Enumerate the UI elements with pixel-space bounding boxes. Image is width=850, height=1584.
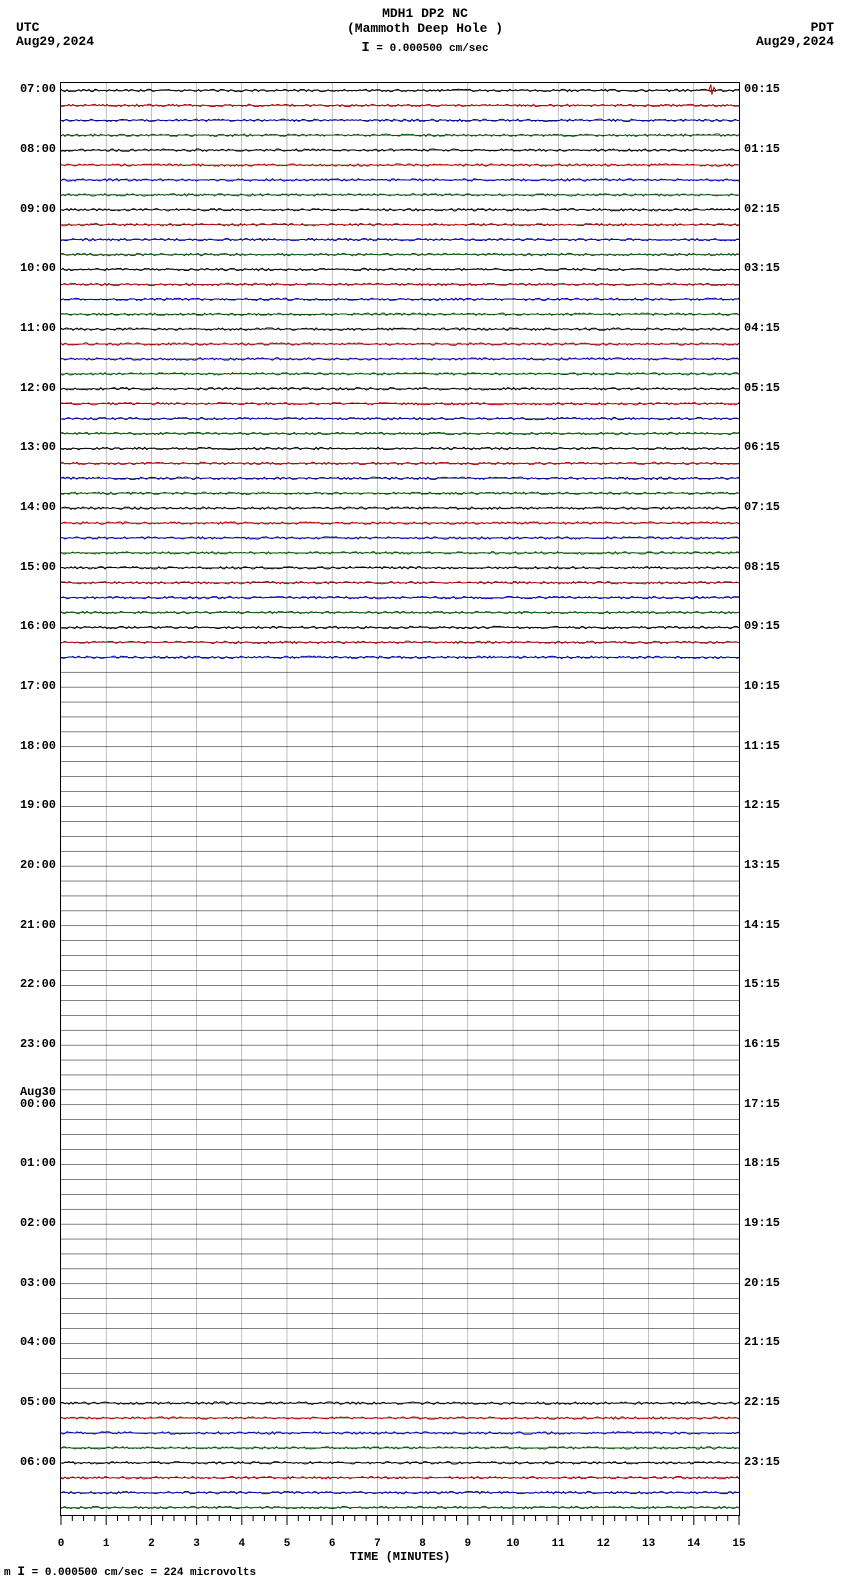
y-label-right: 10:15 xyxy=(744,679,780,693)
y-label-right: 17:15 xyxy=(744,1097,780,1111)
x-tick-label: 4 xyxy=(238,1538,245,1550)
y-label-left: 20:00 xyxy=(2,858,56,872)
x-tick-label: 14 xyxy=(687,1538,700,1550)
station-title: MDH1 DP2 NC xyxy=(0,0,850,21)
y-label-left: 09:00 xyxy=(2,202,56,216)
footer-bar-icon: I xyxy=(17,1564,25,1579)
y-label-right: 07:15 xyxy=(744,500,780,514)
x-tick-label: 10 xyxy=(506,1538,519,1550)
y-label-left: 13:00 xyxy=(2,440,56,454)
y-label-left: 00:00 xyxy=(2,1097,56,1111)
y-label-right: 08:15 xyxy=(744,560,780,574)
seismogram-container: MDH1 DP2 NC (Mammoth Deep Hole ) I = 0.0… xyxy=(0,0,850,1584)
y-label-left: 05:00 xyxy=(2,1395,56,1409)
y-label-right: 21:15 xyxy=(744,1335,780,1349)
y-label-left: 01:00 xyxy=(2,1156,56,1170)
scale-label: I = 0.000500 cm/sec xyxy=(0,40,850,56)
x-tick-label: 11 xyxy=(552,1538,565,1550)
footer-scale: m I = 0.000500 cm/sec = 224 microvolts xyxy=(4,1564,256,1579)
x-tick-label: 2 xyxy=(148,1538,155,1550)
date-right-label: Aug29,2024 xyxy=(756,34,834,49)
y-label-right: 15:15 xyxy=(744,977,780,991)
y-label-left: 03:00 xyxy=(2,1276,56,1290)
x-tick-label: 5 xyxy=(284,1538,291,1550)
x-tick-label: 7 xyxy=(374,1538,381,1550)
y-label-right: 19:15 xyxy=(744,1216,780,1230)
seismogram-svg xyxy=(61,83,739,1515)
y-label-left: 06:00 xyxy=(2,1455,56,1469)
y-label-left: 17:00 xyxy=(2,679,56,693)
y-label-left: 10:00 xyxy=(2,261,56,275)
y-label-right: 06:15 xyxy=(744,440,780,454)
x-tick-label: 13 xyxy=(642,1538,655,1550)
scale-bar-icon: I xyxy=(361,40,369,56)
y-label-left: 16:00 xyxy=(2,619,56,633)
y-label-right: 13:15 xyxy=(744,858,780,872)
y-label-left: 14:00 xyxy=(2,500,56,514)
x-tick-label: 6 xyxy=(329,1538,336,1550)
x-tick-label: 0 xyxy=(58,1538,65,1550)
y-label-right: 04:15 xyxy=(744,321,780,335)
tz-right-label: PDT xyxy=(811,20,834,35)
y-label-left: 08:00 xyxy=(2,142,56,156)
date-left-label: Aug29,2024 xyxy=(16,34,94,49)
x-tick-label: 8 xyxy=(419,1538,426,1550)
footer-prefix: m xyxy=(4,1567,17,1579)
y-label-right: 01:15 xyxy=(744,142,780,156)
y-label-right: 00:15 xyxy=(744,82,780,96)
x-tick-label: 9 xyxy=(464,1538,471,1550)
y-label-right: 22:15 xyxy=(744,1395,780,1409)
y-label-right: 09:15 xyxy=(744,619,780,633)
x-tick-label: 1 xyxy=(103,1538,110,1550)
x-tick-label: 12 xyxy=(597,1538,610,1550)
x-tick-label: 3 xyxy=(193,1538,200,1550)
y-label-left: 04:00 xyxy=(2,1335,56,1349)
y-label-left: 21:00 xyxy=(2,918,56,932)
y-label-left: 18:00 xyxy=(2,739,56,753)
y-label-right: 12:15 xyxy=(744,798,780,812)
y-label-left: 12:00 xyxy=(2,381,56,395)
y-label-right: 14:15 xyxy=(744,918,780,932)
y-label-right: 16:15 xyxy=(744,1037,780,1051)
y-label-left: 02:00 xyxy=(2,1216,56,1230)
y-label-right: 18:15 xyxy=(744,1156,780,1170)
y-label-left: 07:00 xyxy=(2,82,56,96)
y-label-right: 20:15 xyxy=(744,1276,780,1290)
tz-left-label: UTC xyxy=(16,20,39,35)
y-label-left: 23:00 xyxy=(2,1037,56,1051)
y-label-left: 15:00 xyxy=(2,560,56,574)
y-label-right: 11:15 xyxy=(744,739,780,753)
y-label-right: 03:15 xyxy=(744,261,780,275)
x-axis-ticks xyxy=(60,1516,740,1532)
y-label-left: 11:00 xyxy=(2,321,56,335)
y-label-left: 22:00 xyxy=(2,977,56,991)
scale-text: = 0.000500 cm/sec xyxy=(376,43,488,55)
y-label-right: 23:15 xyxy=(744,1455,780,1469)
y-label-right: 02:15 xyxy=(744,202,780,216)
station-subtitle: (Mammoth Deep Hole ) xyxy=(0,21,850,36)
seismogram-plot xyxy=(60,82,740,1516)
y-label-left: 19:00 xyxy=(2,798,56,812)
x-axis-area: 0123456789101112131415 TIME (MINUTES) xyxy=(60,1516,740,1556)
x-tick-label: 15 xyxy=(732,1538,745,1550)
y-label-right: 05:15 xyxy=(744,381,780,395)
footer-text: = 0.000500 cm/sec = 224 microvolts xyxy=(32,1567,256,1579)
x-axis-label: TIME (MINUTES) xyxy=(60,1550,740,1564)
